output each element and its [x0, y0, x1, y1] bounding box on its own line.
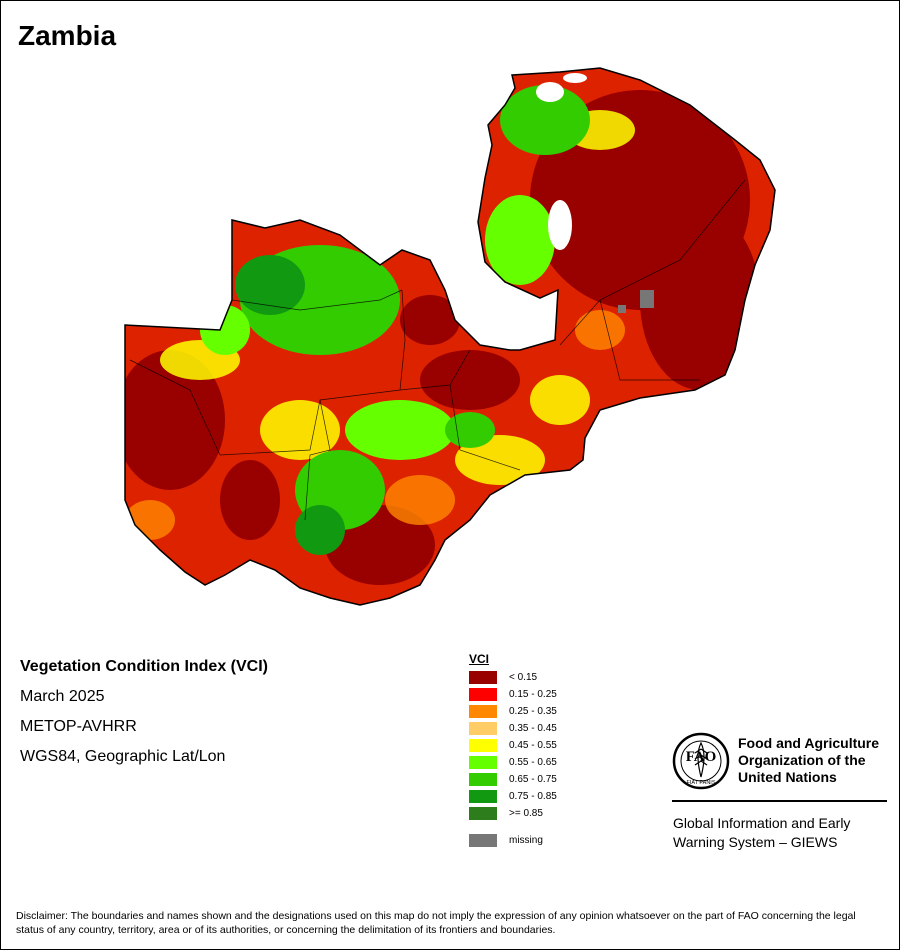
legend-title: VCI: [469, 652, 490, 666]
vci-map: [124, 67, 776, 606]
fao-logo-text: FAO: [686, 749, 717, 765]
legend-swatch-missing: [469, 834, 497, 847]
organization-name: Food and Agriculture Organization of the…: [738, 735, 879, 786]
organization-divider: [672, 800, 887, 802]
legend-class: >= 0.85: [469, 805, 557, 822]
legend-swatch: [469, 756, 497, 769]
giews-line: Global Information and Early: [673, 815, 851, 831]
legend-swatch: [469, 773, 497, 786]
legend-class: 0.45 - 0.55: [469, 737, 557, 754]
legend-label: 0.75 - 0.85: [509, 791, 557, 802]
legend-class: 0.25 - 0.35: [469, 703, 557, 720]
fao-logo-icon: FAO FIAT PANIS: [672, 732, 730, 790]
legend-swatch: [469, 739, 497, 752]
vci-patches-green: [200, 85, 590, 555]
legend-missing: missing: [469, 832, 557, 849]
organization-name-line: Organization of the: [738, 752, 866, 768]
index-name: Vegetation Condition Index (VCI): [20, 658, 268, 675]
legend-class: < 0.15: [469, 669, 557, 686]
map-period: March 2025: [20, 688, 105, 705]
map-projection: WGS84, Geographic Lat/Lon: [20, 748, 226, 765]
legend-class: 0.75 - 0.85: [469, 788, 557, 805]
giews-line: Warning System – GIEWS: [673, 834, 838, 850]
water-bodies: [536, 73, 587, 250]
disclaimer-text: Disclaimer: The boundaries and names sho…: [16, 910, 856, 936]
organization-name-line: United Nations: [738, 769, 837, 785]
legend-swatch: [469, 705, 497, 718]
legend-swatch: [469, 671, 497, 684]
legend-label: < 0.15: [509, 672, 538, 683]
fao-logo-motto: FIAT PANIS: [686, 780, 715, 786]
vci-missing-pixels: [618, 290, 654, 313]
legend-swatch: [469, 807, 497, 820]
legend-class: 0.35 - 0.45: [469, 720, 557, 737]
legend-label: 0.55 - 0.65: [509, 757, 557, 768]
legend-label: 0.15 - 0.25: [509, 689, 557, 700]
legend-label-missing: missing: [509, 835, 543, 846]
legend-class: 0.65 - 0.75: [469, 771, 557, 788]
map-sensor: METOP-AVHRR: [20, 718, 137, 735]
organization-name-line: Food and Agriculture: [738, 735, 880, 751]
legend-label: 0.65 - 0.75: [509, 774, 557, 785]
legend-label: >= 0.85: [509, 808, 543, 819]
legend-label: 0.45 - 0.55: [509, 740, 557, 751]
vci-legend: VCI < 0.15 0.15 - 0.25 0.25 - 0.35 0.35 …: [469, 652, 557, 849]
map-title: Zambia: [18, 20, 117, 51]
legend-class: 0.55 - 0.65: [469, 754, 557, 771]
legend-swatch: [469, 790, 497, 803]
legend-swatch: [469, 722, 497, 735]
legend-swatch: [469, 688, 497, 701]
legend-label: 0.25 - 0.35: [509, 706, 557, 717]
province-boundaries: [129, 179, 746, 521]
legend-class: 0.15 - 0.25: [469, 686, 557, 703]
map-info: Vegetation Condition Index (VCI) March 2…: [20, 656, 268, 776]
legend-label: 0.35 - 0.45: [509, 723, 557, 734]
giews-program: Global Information and Early Warning Sys…: [673, 814, 850, 852]
